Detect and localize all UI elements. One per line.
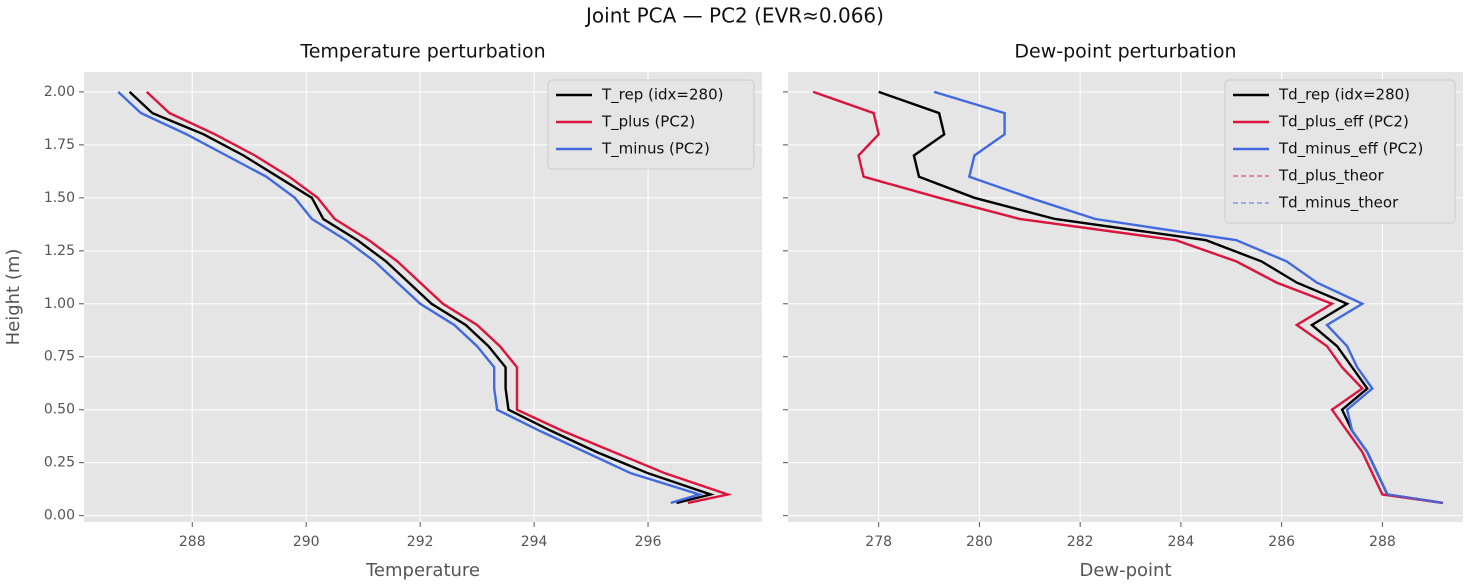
legend-label: Td_plus_eff (PC2) (1278, 113, 1409, 132)
legend-box (1224, 79, 1456, 224)
x-axis-label: Dew-point (1079, 560, 1171, 581)
x-tick-label: 284 (1168, 534, 1195, 550)
x-tick-label: 294 (521, 534, 548, 550)
x-tick-label: 292 (407, 534, 434, 550)
x-tick-label: 288 (1369, 534, 1396, 550)
legend-label: Td_minus_eff (PC2) (1278, 140, 1423, 159)
y-tick-label: 0.00 (44, 508, 75, 524)
y-tick-label: 0.75 (44, 349, 75, 365)
figure-title: Joint PCA — PC2 (EVR≈0.066) (584, 4, 884, 28)
series-line (128, 91, 715, 505)
x-tick-label: 296 (635, 534, 662, 550)
series-line (813, 91, 1443, 504)
legend-label: T_plus (PC2) (601, 113, 695, 132)
y-tick-label: 0.50 (44, 402, 75, 418)
series-line (933, 91, 1443, 504)
x-tick-label: 286 (1268, 534, 1295, 550)
y-tick-label: 1.75 (44, 137, 75, 153)
legend-box (547, 79, 755, 170)
x-tick-label: 282 (1067, 534, 1094, 550)
x-tick-label: 280 (966, 534, 993, 550)
series-line (117, 91, 704, 505)
subplot-title: Temperature perturbation (299, 41, 545, 63)
y-tick-label: 1.25 (44, 243, 75, 259)
y-tick-label: 1.00 (44, 296, 75, 312)
legend-label: Td_rep (idx=280) (1278, 86, 1410, 105)
x-tick-label: 278 (865, 534, 892, 550)
x-tick-label: 288 (179, 534, 206, 550)
y-axis-label: Height (m) (3, 249, 24, 346)
legend: T_rep (idx=280) T_plus (PC2) T_minus (PC2) (547, 79, 755, 170)
legend-label: Td_plus_theor (1278, 167, 1384, 186)
y-tick-label: 0.25 (44, 455, 75, 471)
series-line (145, 91, 733, 505)
y-tick-label: 1.50 (44, 190, 75, 206)
x-tick-label: 290 (293, 534, 320, 550)
x-axis-label: Temperature (365, 560, 480, 581)
legend-label: T_minus (PC2) (601, 140, 710, 159)
legend-label: T_rep (idx=280) (601, 86, 724, 105)
legend-label: Td_minus_theor (1278, 194, 1399, 213)
subplot-title: Dew-point perturbation (1014, 41, 1236, 63)
y-tick-label: 2.00 (44, 84, 75, 100)
legend: Td_rep (idx=280) Td_plus_eff (PC2) Td_minu… (1224, 79, 1456, 224)
